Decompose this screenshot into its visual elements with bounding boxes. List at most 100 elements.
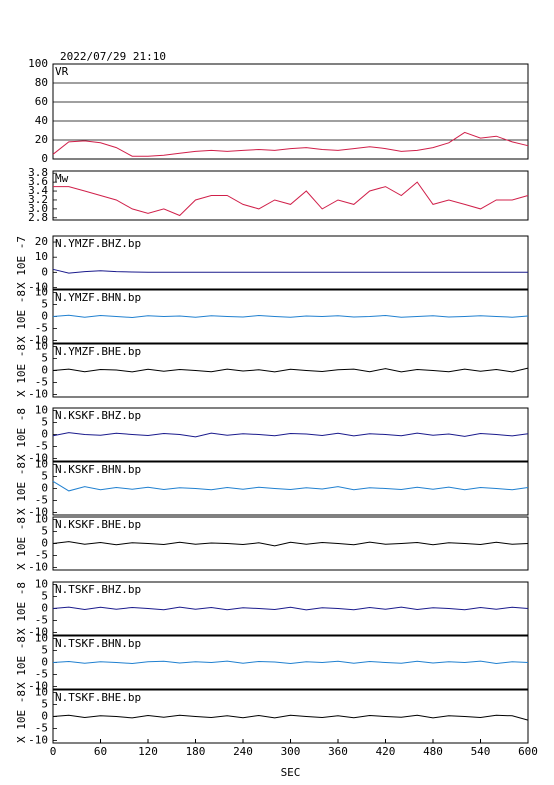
y-tick-label: 5 <box>41 469 48 482</box>
y-tick-label: 3.0 <box>28 202 48 215</box>
y-tick-label: 0 <box>41 602 48 615</box>
y-axis-label: X 10E -8 <box>15 344 28 397</box>
data-line <box>52 314 529 319</box>
y-tick-label: -10 <box>28 680 48 693</box>
x-tick-label: 180 <box>186 745 206 758</box>
x-tick-label: 600 <box>518 745 538 758</box>
y-tick-label: 5 <box>41 643 48 656</box>
y-tick-label: -10 <box>28 626 48 639</box>
y-tick-label: 5 <box>41 524 48 537</box>
panel-frame <box>52 170 529 221</box>
y-axis-label: X 10E -8 <box>15 290 28 343</box>
y-tick-label: 10 <box>35 285 48 298</box>
data-line <box>52 660 529 665</box>
y-tick-label: -5 <box>35 322 48 335</box>
panel-label: VR <box>55 65 69 78</box>
y-axis-label: X 10E -8 <box>15 690 28 743</box>
y-axis-label: X 10E -7 <box>15 236 28 289</box>
y-tick-label: 5 <box>41 589 48 602</box>
y-tick-label: 0 <box>41 152 48 165</box>
x-tick-label: 120 <box>138 745 158 758</box>
y-tick-label: 0 <box>41 710 48 723</box>
y-tick-label: 3.6 <box>28 175 48 188</box>
panel-label: N.TSKF.BHE.bp <box>55 691 141 704</box>
y-tick-label: 0 <box>41 428 48 441</box>
x-tick-label: 540 <box>471 745 491 758</box>
data-line <box>52 268 528 274</box>
y-tick-label: -10 <box>28 280 48 293</box>
x-tick-label: 240 <box>233 745 253 758</box>
y-tick-label: 80 <box>35 76 48 89</box>
y-tick-label: 10 <box>35 403 48 416</box>
panel-label: N.TSKF.BHZ.bp <box>55 583 141 596</box>
y-tick-label: 3.8 <box>28 166 48 179</box>
y-tick-label: 20 <box>35 235 48 248</box>
x-tick-label: 360 <box>328 745 348 758</box>
data-line <box>52 606 529 611</box>
y-tick-label: -5 <box>35 668 48 681</box>
y-tick-label: 5 <box>41 697 48 710</box>
y-tick-label: -10 <box>28 452 48 465</box>
y-tick-label: 10 <box>35 512 48 525</box>
data-line <box>52 367 529 373</box>
y-tick-label: 0 <box>41 656 48 669</box>
y-tick-label: 3.4 <box>28 184 48 197</box>
x-tick-label: 0 <box>50 745 57 758</box>
data-line <box>52 432 529 438</box>
y-axis-label: X 10E -8 <box>15 636 28 689</box>
y-tick-label: -10 <box>28 334 48 347</box>
y-axis-label: X 10E -8 <box>15 408 28 461</box>
y-tick-label: -5 <box>35 440 48 453</box>
y-tick-label: 100 <box>28 57 48 70</box>
y-tick-label: 10 <box>35 577 48 590</box>
y-tick-label: 10 <box>35 631 48 644</box>
panel-label: N.TSKF.BHN.bp <box>55 637 141 650</box>
y-tick-label: 0 <box>41 310 48 323</box>
panel-label: N.KSKF.BHE.bp <box>55 518 141 531</box>
y-tick-label: 0 <box>41 364 48 377</box>
x-tick-label: 420 <box>376 745 396 758</box>
y-tick-label: 20 <box>35 133 48 146</box>
y-tick-label: 40 <box>35 114 48 127</box>
data-line <box>52 131 529 157</box>
y-tick-label: -5 <box>35 722 48 735</box>
y-tick-label: 10 <box>35 250 48 263</box>
data-line <box>53 181 529 217</box>
y-axis-label: X 10E -8 <box>15 517 28 570</box>
y-tick-label: 5 <box>41 415 48 428</box>
panel-frame <box>52 63 529 160</box>
panel-frame <box>52 235 529 290</box>
y-tick-label: 10 <box>35 339 48 352</box>
y-tick-label: 0 <box>41 265 48 278</box>
x-tick-label: 300 <box>281 745 301 758</box>
y-axis-label: X 10E -8 <box>15 462 28 515</box>
panel-label: N.KSKF.BHZ.bp <box>55 409 141 422</box>
y-tick-label: -5 <box>35 549 48 562</box>
y-tick-label: 3.2 <box>28 193 48 206</box>
y-tick-label: -5 <box>35 376 48 389</box>
data-line <box>52 480 529 492</box>
data-line <box>52 541 529 547</box>
y-axis-label: X 10E -8 <box>15 582 28 635</box>
x-tick-label: 60 <box>94 745 107 758</box>
y-tick-label: 5 <box>41 297 48 310</box>
x-axis-label: SEC <box>281 766 301 779</box>
panel-label: N.YMZF.BHN.bp <box>55 291 141 304</box>
y-tick-label: 5 <box>41 351 48 364</box>
y-tick-label: -5 <box>35 614 48 627</box>
panel-label: N.YMZF.BHZ.bp <box>55 237 141 250</box>
y-tick-label: 0 <box>41 482 48 495</box>
y-tick-label: 10 <box>35 685 48 698</box>
y-tick-label: -10 <box>28 506 48 519</box>
panel-label: N.YMZF.BHE.bp <box>55 345 141 358</box>
y-tick-label: 10 <box>35 457 48 470</box>
x-tick-label: 480 <box>423 745 443 758</box>
chart-title: 2022/07/29 21:10 <box>60 50 166 63</box>
y-tick-label: -10 <box>28 561 48 574</box>
y-tick-label: -10 <box>28 388 48 401</box>
y-tick-label: -5 <box>35 494 48 507</box>
y-tick-label: 60 <box>35 95 48 108</box>
y-tick-label: 2.8 <box>28 211 48 224</box>
panel-label: N.KSKF.BHN.bp <box>55 463 141 476</box>
